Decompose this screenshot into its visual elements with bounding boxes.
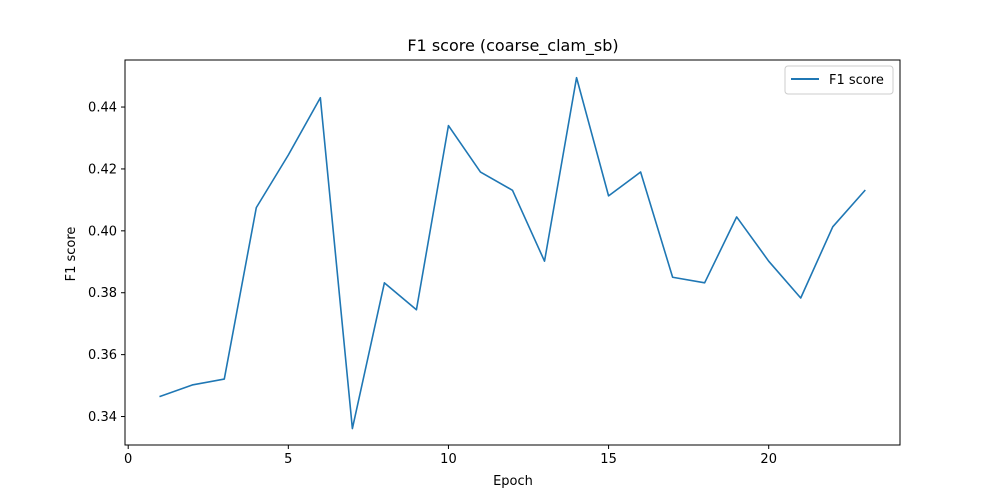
- series-line-f1-score: [159, 76, 866, 430]
- y-axis: 0.34 0.36 0.38 0.40 0.42 0.44: [88, 101, 125, 425]
- legend: F1 score: [784, 65, 894, 95]
- chart-title: F1 score (coarse_clam_sb): [407, 36, 618, 56]
- y-axis-label: F1 score: [64, 227, 79, 282]
- x-tick-label: 20: [760, 452, 777, 467]
- y-tick-label: 0.38: [88, 286, 117, 301]
- legend-label: F1 score: [829, 73, 884, 88]
- x-tick-label: 5: [284, 452, 292, 467]
- plot-frame: [124, 59, 901, 446]
- x-tick-label: 0: [124, 452, 132, 467]
- x-axis: 0 5 10 15 20: [124, 445, 777, 467]
- y-tick-label: 0.40: [88, 224, 117, 239]
- y-tick-label: 0.34: [88, 410, 117, 425]
- legend-box: [784, 65, 894, 95]
- y-tick-label: 0.42: [88, 162, 117, 177]
- y-tick-label: 0.36: [88, 348, 117, 363]
- x-tick-label: 15: [600, 452, 617, 467]
- series-layer: [159, 76, 866, 430]
- y-tick-label: 0.44: [88, 101, 117, 116]
- x-tick-label: 10: [440, 452, 457, 467]
- plot-area: [124, 59, 901, 446]
- x-axis-label: Epoch: [493, 474, 533, 489]
